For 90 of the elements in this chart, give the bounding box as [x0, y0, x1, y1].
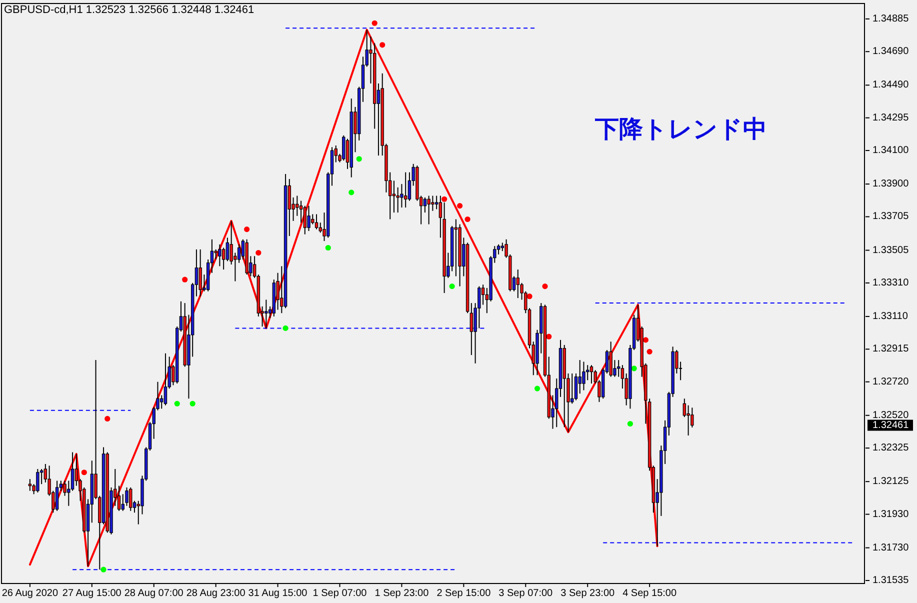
candlestick — [496, 244, 500, 255]
candlestick — [582, 361, 586, 391]
candlestick — [129, 486, 132, 512]
point — [627, 420, 634, 427]
y-tick-label: 1.32915 — [872, 344, 910, 355]
candlestick — [70, 452, 74, 492]
point — [372, 20, 378, 26]
candlestick — [686, 404, 690, 436]
y-tick-label: 1.32720 — [872, 376, 910, 388]
y-tick-label: 1.32325 — [872, 442, 910, 454]
x-tick-label: 1 Sep 07:00 — [312, 588, 368, 599]
point — [464, 216, 470, 222]
candlestick — [427, 195, 430, 225]
candlestick — [470, 302, 474, 356]
point — [104, 416, 110, 422]
x-tick-label: 3 Sep 23:00 — [560, 588, 616, 599]
candlestick — [481, 284, 485, 306]
candlestick — [237, 244, 241, 264]
x-tick-label: 26 Aug 2020 — [2, 588, 58, 599]
y-tick-label: 1.34690 — [872, 46, 910, 58]
y-tick-label: 1.33310 — [872, 277, 910, 288]
candlestick — [431, 195, 434, 212]
y-tick-label: 1.33705 — [872, 211, 910, 222]
candlestick — [303, 205, 306, 235]
candlestick — [682, 398, 686, 418]
candlestick — [574, 372, 578, 401]
point — [182, 276, 188, 282]
y-tick-label: 1.32125 — [872, 476, 910, 488]
y-tick-label: 1.32520 — [872, 410, 910, 421]
point — [457, 203, 463, 209]
candlestick — [423, 196, 427, 214]
y-tick-label: 1.34295 — [872, 112, 910, 124]
candlestick — [314, 214, 318, 230]
x-tick-label: 3 Sep 07:00 — [498, 588, 554, 599]
point — [442, 196, 448, 202]
point — [174, 400, 180, 406]
y-tick-label: 1.31535 — [872, 574, 910, 586]
point — [282, 325, 288, 331]
text: 1.32461 — [872, 420, 910, 431]
candlestick — [318, 222, 322, 234]
candlestick — [226, 237, 230, 262]
candlestick — [55, 480, 59, 512]
point — [190, 400, 196, 406]
candlestick — [198, 248, 202, 297]
x-tick-label: 27 Aug 15:00 — [62, 588, 122, 599]
x-tick-label: 28 Aug 07:00 — [124, 588, 184, 599]
point — [81, 470, 87, 476]
point — [348, 190, 354, 196]
candlestick — [264, 299, 268, 329]
candlestick — [570, 372, 574, 404]
y-tick-label: 1.33505 — [872, 244, 910, 256]
candlestick — [404, 172, 408, 208]
y-tick-label: 1.31930 — [872, 508, 910, 520]
candlestick — [342, 134, 346, 162]
y-tick-label: 1.34490 — [872, 80, 910, 91]
candlestick — [36, 468, 40, 493]
point — [449, 283, 455, 290]
x-tick-label: 28 Aug 23:00 — [186, 588, 246, 599]
point — [244, 226, 250, 232]
point — [325, 244, 331, 251]
annotation: 下降トレンド中 — [594, 115, 767, 143]
candlestick — [516, 269, 520, 299]
point — [646, 348, 652, 354]
y-tick-label: 1.34100 — [872, 145, 910, 156]
point — [546, 334, 552, 340]
candlestick — [609, 341, 612, 378]
x-tick-label: 2 Sep 15:00 — [436, 588, 492, 599]
point — [356, 156, 362, 162]
point — [256, 250, 262, 256]
x-tick-label: 4 Sep 15:00 — [622, 588, 677, 599]
y-tick-label: 1.31730 — [872, 542, 910, 554]
x-tick-label: 31 Aug 15:00 — [248, 588, 308, 599]
point — [380, 42, 386, 48]
candlestick — [117, 485, 121, 512]
y-tick-label: 1.33900 — [872, 178, 910, 190]
candlestick — [121, 494, 124, 512]
candlestick — [616, 360, 620, 378]
y-tick-label: 1.33110 — [872, 310, 908, 322]
candlestick — [590, 364, 594, 384]
point — [534, 386, 540, 392]
y-tick-label: 1.34885 — [872, 13, 910, 24]
candlestick — [164, 352, 168, 406]
candlestick — [218, 244, 222, 267]
point — [542, 283, 548, 290]
candlestick — [307, 205, 310, 232]
point — [642, 337, 648, 343]
chart-title: GBPUSD-cd,H1 1.32523 1.32566 1.32448 1.32461 — [4, 4, 254, 16]
x-tick-label: 1 Sep 23:00 — [374, 588, 430, 599]
point — [100, 566, 106, 572]
candlestick — [214, 248, 218, 260]
